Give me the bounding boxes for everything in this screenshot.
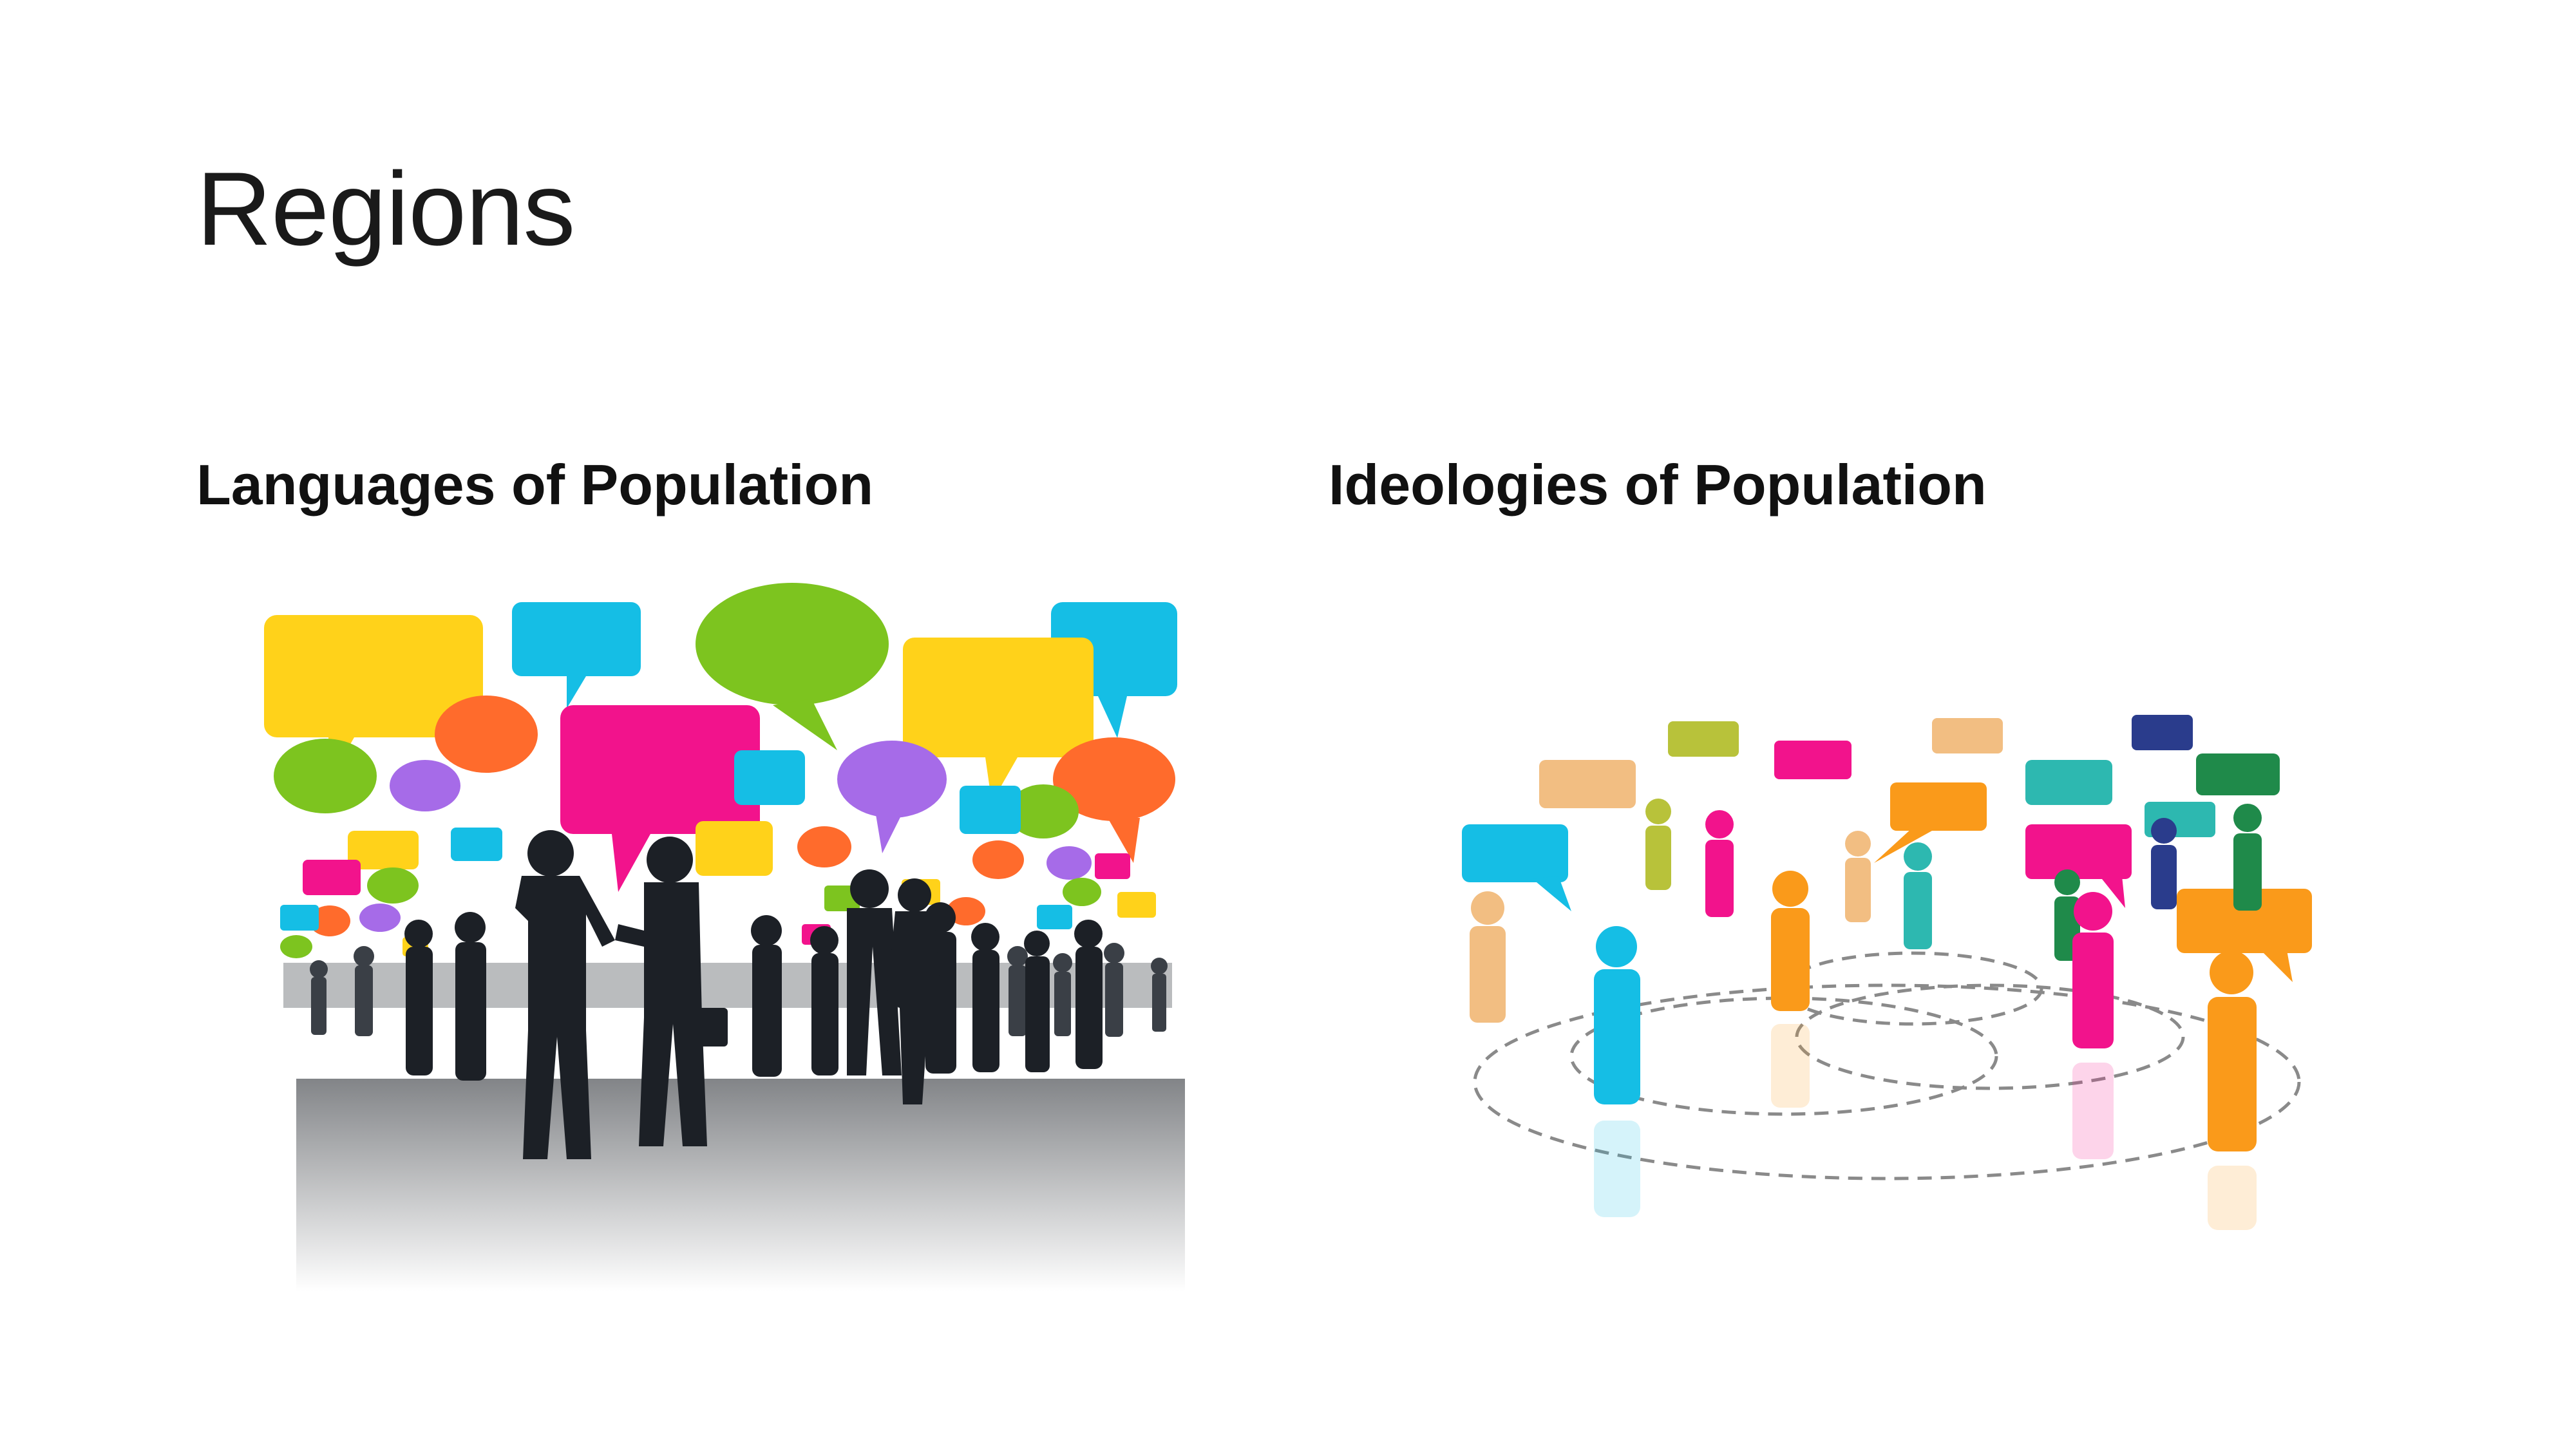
people-figures xyxy=(1470,799,2262,1151)
languages-heading: Languages of Population xyxy=(196,453,874,516)
slide-title: Regions xyxy=(196,151,575,267)
people-silhouettes xyxy=(404,830,1103,1159)
floor-reflection xyxy=(1594,1024,2257,1230)
people-talking-illustration xyxy=(258,576,1204,1304)
people-network-image xyxy=(1462,715,2312,1230)
speech-bubbles-crowd-image xyxy=(264,583,1185,1291)
connected-people-illustration xyxy=(1423,696,2325,1236)
speech-bubble-group xyxy=(1462,715,2312,982)
speech-bubble-group xyxy=(264,583,1177,958)
floor-reflection xyxy=(296,1079,1185,1291)
ideologies-heading: Ideologies of Population xyxy=(1329,453,1987,516)
